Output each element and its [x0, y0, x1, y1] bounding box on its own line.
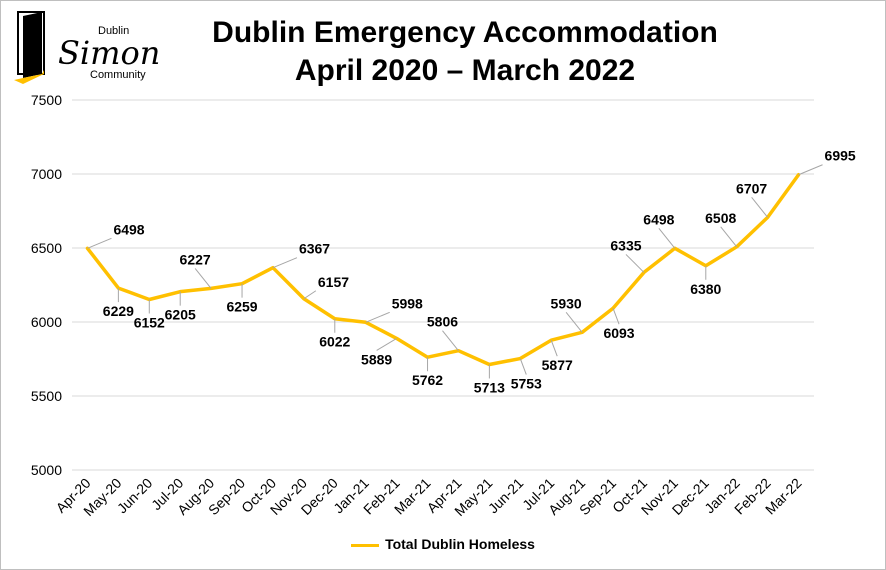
y-tick-label: 7000: [31, 166, 62, 182]
legend-swatch: [351, 543, 380, 547]
door-panel-icon: [23, 12, 42, 78]
data-label: 6227: [180, 251, 211, 267]
data-label: 6205: [165, 307, 196, 323]
data-label: 5753: [511, 376, 542, 392]
data-label: 6093: [603, 325, 634, 341]
chart-title-line1: Dublin Emergency Accommodation: [212, 16, 718, 49]
data-label-leader: [365, 311, 390, 323]
data-label: 5998: [392, 295, 423, 311]
data-label-leader: [87, 237, 112, 249]
data-label: 5930: [551, 295, 582, 311]
data-label: 5877: [542, 357, 573, 373]
chart-title-line2: April 2020 – March 2022: [294, 54, 636, 87]
data-label: 6157: [318, 274, 349, 290]
data-label-leader: [550, 340, 558, 357]
data-label-leader: [720, 226, 738, 248]
x-tick-label: Jun-21: [485, 475, 527, 517]
logo-top-text: Dublin: [98, 25, 129, 37]
data-label: 6498: [113, 221, 144, 237]
data-label: 5806: [427, 314, 458, 330]
data-label-leader: [751, 197, 769, 218]
y-tick-label: 6500: [31, 240, 62, 256]
y-tick-label: 5000: [31, 462, 62, 478]
data-label: 6152: [134, 315, 165, 331]
data-label: 6229: [103, 303, 134, 319]
logo-main-text: Simon: [58, 34, 160, 72]
data-label: 6259: [226, 299, 257, 315]
chart-legend: Total Dublin Homeless: [0, 536, 886, 552]
data-label: 6022: [319, 334, 350, 350]
data-label-leader: [565, 312, 583, 333]
data-label: 6508: [705, 210, 736, 226]
y-tick-label: 7500: [31, 92, 62, 108]
data-label-leader: [519, 358, 527, 375]
data-label-leader: [658, 227, 676, 249]
data-label-leader: [442, 330, 459, 352]
y-tick-label: 6000: [31, 314, 62, 330]
data-label: 5713: [474, 379, 505, 395]
door-light-icon: [14, 70, 44, 84]
data-label: 6335: [610, 237, 641, 253]
data-label: 5889: [361, 351, 392, 367]
data-label-leader: [376, 337, 397, 351]
legend-label: Total Dublin Homeless: [385, 536, 535, 552]
logo-bottom-text: Community: [90, 69, 146, 81]
data-label-leader: [625, 254, 645, 273]
data-label: 5762: [412, 372, 443, 388]
data-label-leader: [272, 257, 298, 269]
y-tick-label: 5500: [31, 388, 62, 404]
series-line: [85, 172, 801, 367]
data-label: 6995: [825, 148, 856, 164]
data-label-leader: [194, 268, 212, 289]
data-label: 6367: [299, 241, 330, 257]
x-tick-label: Jun-20: [114, 475, 156, 517]
data-label: 6707: [736, 180, 767, 196]
data-label-leader: [303, 290, 317, 300]
chart-title: Dublin Emergency Accommodation April 202…: [150, 14, 780, 90]
data-label-leader: [798, 164, 823, 176]
dublin-simon-logo: Dublin Simon Community: [14, 11, 160, 84]
data-label: 6380: [690, 281, 721, 297]
data-label-leader: [612, 308, 620, 325]
data-label: 6498: [643, 211, 674, 227]
